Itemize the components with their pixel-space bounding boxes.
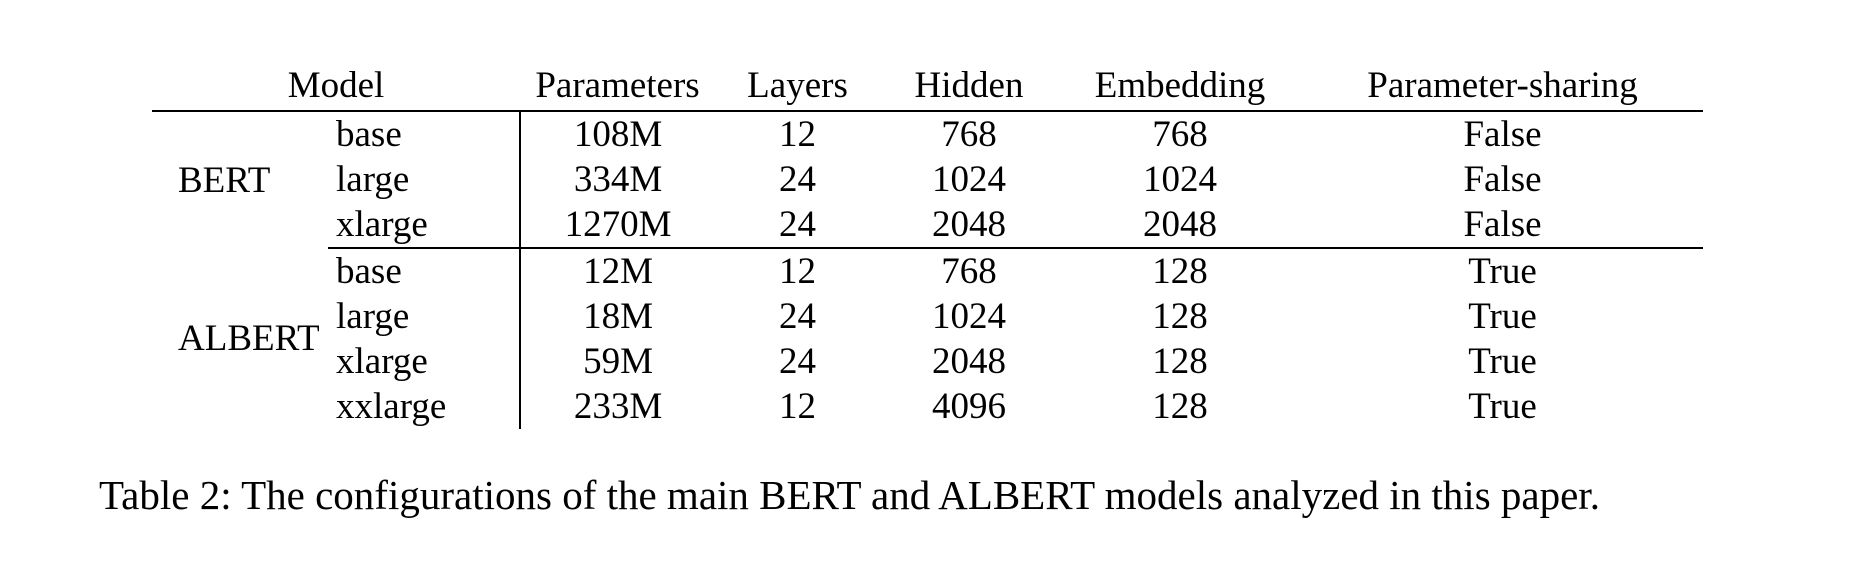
- table-row: xlarge 1270M 24 2048 2048 False: [152, 202, 1704, 249]
- header-hidden: Hidden: [880, 62, 1059, 112]
- hidden-cell: 2048: [880, 202, 1059, 249]
- header-parameter-sharing: Parameter-sharing: [1302, 62, 1704, 112]
- sharing-cell: True: [1468, 341, 1537, 382]
- parameters-cell: 18M: [583, 296, 653, 337]
- model-config-table: Model Parameters Layers Hidden Embedding…: [152, 62, 1704, 429]
- sharing-cell: True: [1468, 296, 1537, 337]
- table-row: large 334M 24 1024 1024 False: [152, 157, 1703, 202]
- bert-group: BERT base 108M 12 768 768 False large 33…: [152, 111, 1704, 249]
- family-label: BERT: [178, 159, 271, 201]
- embedding-cell: 128: [1152, 386, 1208, 427]
- sharing-cell: True: [1468, 386, 1537, 427]
- table-row: ALBERT base 12M 12 768 128 True: [152, 248, 1703, 359]
- table-caption: Table 2: The configurations of the main …: [99, 472, 1600, 518]
- hidden-cell: 768: [941, 114, 997, 155]
- size-cell: base: [328, 111, 522, 157]
- parameters-cell: 233M: [573, 386, 663, 427]
- hidden-cell: 768: [941, 251, 997, 292]
- header-layers: Layers: [715, 62, 881, 112]
- parameters-cell: 12M: [583, 251, 653, 292]
- parameters-cell: 1270M: [520, 202, 716, 249]
- family-label: ALBERT: [178, 318, 320, 359]
- size-cell: xlarge: [328, 339, 522, 384]
- table-row: xxlarge 233M 12 4096 128 True: [152, 384, 1703, 429]
- layers-cell: 12: [779, 114, 817, 155]
- albert-group: ALBERT base 12M 12 768 128 True large 18…: [152, 248, 1703, 429]
- layers-cell: 24: [779, 296, 817, 337]
- size-cell: large: [328, 294, 522, 339]
- parameters-cell: 59M: [583, 341, 653, 382]
- layers-cell: 24: [779, 341, 817, 382]
- embedding-cell: 128: [1152, 296, 1208, 337]
- embedding-cell: 768: [1152, 114, 1208, 155]
- hidden-cell: 2048: [932, 341, 1007, 382]
- table-row: large 18M 24 1024 128 True: [152, 294, 1703, 339]
- header-row: Model Parameters Layers Hidden Embedding…: [152, 62, 1704, 112]
- layers-cell: 24: [779, 159, 817, 200]
- parameters-cell: 334M: [573, 159, 663, 200]
- embedding-cell: 1024: [1143, 159, 1218, 200]
- header-embedding: Embedding: [1058, 62, 1303, 112]
- sharing-cell: False: [1302, 202, 1704, 249]
- layers-cell: 24: [715, 202, 881, 249]
- hidden-cell: 4096: [932, 386, 1007, 427]
- table-header: Model Parameters Layers Hidden Embedding…: [152, 62, 1704, 112]
- hidden-cell: 1024: [932, 159, 1007, 200]
- size-cell: base: [328, 248, 522, 294]
- layers-cell: 12: [779, 386, 817, 427]
- sharing-cell: True: [1468, 251, 1537, 292]
- table-row: BERT base 108M 12 768 768 False: [152, 111, 1703, 201]
- header-model: Model: [152, 62, 521, 112]
- table-row: xlarge 59M 24 2048 128 True: [152, 339, 1703, 384]
- hidden-cell: 1024: [932, 296, 1007, 337]
- header-parameters: Parameters: [520, 62, 716, 112]
- size-cell: xlarge: [328, 202, 522, 249]
- parameters-cell: 108M: [573, 114, 663, 155]
- size-cell: xxlarge: [328, 384, 522, 429]
- embedding-cell: 2048: [1058, 202, 1303, 249]
- layers-cell: 12: [779, 251, 817, 292]
- sharing-cell: False: [1463, 159, 1542, 200]
- embedding-cell: 128: [1152, 341, 1208, 382]
- size-cell: large: [328, 157, 522, 202]
- sharing-cell: False: [1463, 114, 1542, 155]
- embedding-cell: 128: [1152, 251, 1208, 292]
